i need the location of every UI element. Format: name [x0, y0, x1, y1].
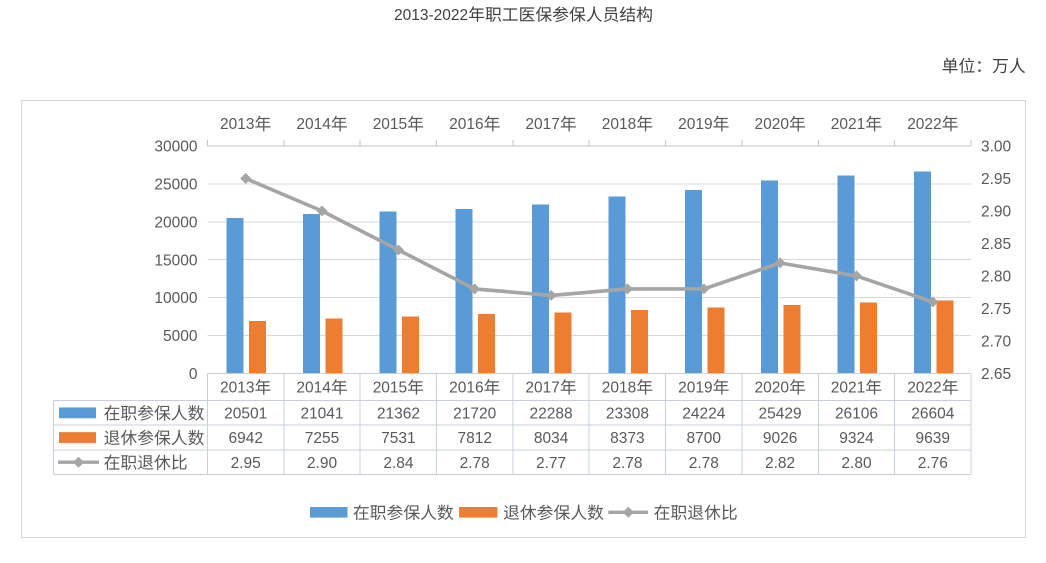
svg-text:2.90: 2.90	[307, 455, 338, 472]
svg-text:2.76: 2.76	[918, 455, 948, 472]
svg-text:2.95: 2.95	[231, 455, 261, 472]
svg-text:7531: 7531	[381, 430, 415, 447]
svg-text:2.80: 2.80	[981, 269, 1012, 286]
svg-text:2022: 2022	[907, 380, 941, 397]
svg-text:2.70: 2.70	[981, 333, 1012, 350]
svg-text:2.84: 2.84	[383, 455, 414, 472]
svg-text:2018: 2018	[602, 116, 636, 133]
svg-text:2013: 2013	[220, 380, 254, 397]
svg-text:21041: 21041	[300, 405, 343, 422]
svg-text:7812: 7812	[457, 430, 491, 447]
svg-text:15000: 15000	[154, 252, 197, 269]
svg-text:8373: 8373	[610, 430, 644, 447]
svg-text:2015: 2015	[373, 380, 407, 397]
svg-text:2019: 2019	[678, 116, 712, 133]
svg-text:2.82: 2.82	[765, 455, 795, 472]
svg-text:3.00: 3.00	[981, 139, 1012, 156]
svg-text:2.78: 2.78	[689, 455, 719, 472]
svg-text:25000: 25000	[154, 176, 197, 193]
svg-text:2022: 2022	[907, 116, 941, 133]
svg-text:9639: 9639	[916, 430, 950, 447]
svg-text:2019: 2019	[678, 380, 712, 397]
svg-text:8034: 8034	[534, 430, 569, 447]
svg-text:7255: 7255	[305, 430, 339, 447]
svg-text:0: 0	[189, 366, 198, 383]
svg-text:2.90: 2.90	[981, 204, 1012, 221]
svg-text:2.80: 2.80	[841, 455, 872, 472]
svg-text:2021: 2021	[831, 380, 865, 397]
svg-text:5000: 5000	[163, 328, 198, 345]
svg-text:2017: 2017	[525, 380, 559, 397]
svg-text:2020: 2020	[755, 116, 790, 133]
svg-text:2013: 2013	[220, 116, 254, 133]
svg-text:2017: 2017	[525, 116, 559, 133]
svg-text:2.75: 2.75	[981, 301, 1011, 318]
svg-text:2018: 2018	[602, 380, 636, 397]
svg-text:2016: 2016	[449, 380, 483, 397]
svg-text:30000: 30000	[154, 139, 197, 156]
svg-text:20000: 20000	[154, 214, 197, 231]
svg-text:2020: 2020	[755, 380, 790, 397]
svg-text:2.95: 2.95	[981, 171, 1011, 188]
svg-text:10000: 10000	[154, 290, 197, 307]
svg-text:2014: 2014	[296, 116, 331, 133]
svg-text:2015: 2015	[373, 116, 407, 133]
svg-text:20501: 20501	[224, 405, 267, 422]
svg-text:26106: 26106	[835, 405, 878, 422]
svg-text:9026: 9026	[763, 430, 797, 447]
svg-text:25429: 25429	[759, 405, 802, 422]
svg-text:2.77: 2.77	[536, 455, 566, 472]
svg-text:23308: 23308	[606, 405, 649, 422]
svg-text:8700: 8700	[687, 430, 722, 447]
svg-text:2.65: 2.65	[981, 366, 1011, 383]
svg-text:26604: 26604	[911, 405, 954, 422]
svg-text:21362: 21362	[377, 405, 420, 422]
svg-text:2014: 2014	[296, 380, 331, 397]
svg-text:2.78: 2.78	[612, 455, 642, 472]
svg-text:22288: 22288	[530, 405, 573, 422]
svg-text:9324: 9324	[839, 430, 874, 447]
svg-text:2.78: 2.78	[460, 455, 490, 472]
svg-text:2013-2022: 2013-2022	[394, 7, 468, 24]
svg-text:2016: 2016	[449, 116, 483, 133]
svg-text:6942: 6942	[228, 430, 262, 447]
svg-text:2021: 2021	[831, 116, 865, 133]
svg-text:2.85: 2.85	[981, 236, 1011, 253]
svg-text:24224: 24224	[682, 405, 725, 422]
svg-text:21720: 21720	[453, 405, 496, 422]
